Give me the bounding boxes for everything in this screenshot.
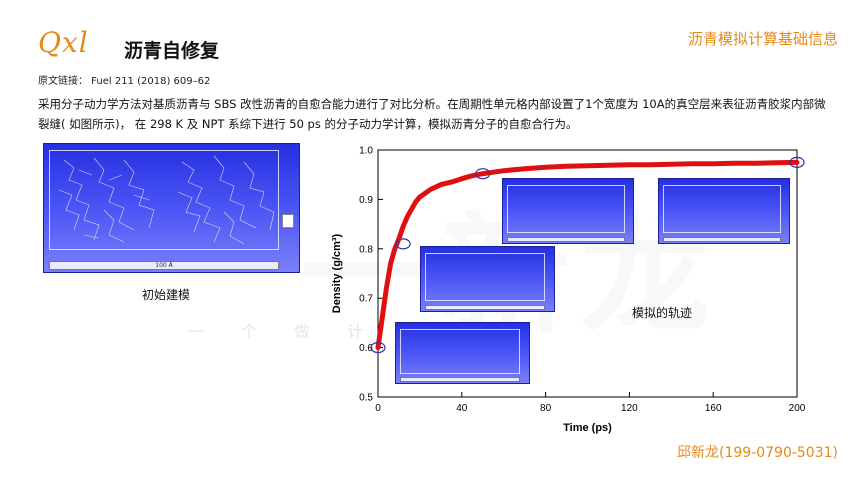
header-right-title: 沥青模拟计算基础信息 [687, 30, 838, 48]
snapshot-marker [789, 156, 805, 168]
y-tick-label: 1.0 [359, 146, 373, 157]
y-tick-label: 0.7 [359, 294, 373, 305]
trajectory-caption: 模拟的轨迹 [632, 306, 693, 320]
density-series-line [375, 159, 800, 351]
snapshot-t0 [395, 322, 530, 384]
x-tick-label: 80 [540, 403, 552, 414]
y-tick-label: 0.5 [359, 393, 373, 404]
logo-text: Qxl [38, 26, 89, 59]
axis-indicator [282, 214, 294, 228]
snapshot-marker [475, 168, 491, 180]
contact-footer: 邱新龙(199-0790-5031) [676, 445, 838, 461]
snapshot-t200 [658, 178, 790, 244]
snapshot-scale-bar [400, 377, 520, 382]
plot-frame [377, 149, 798, 398]
scale-bar-label: 100 Å [155, 262, 173, 269]
scale-bar: 100 Å [49, 261, 279, 270]
snapshot-scale-bar [663, 237, 781, 242]
molecule-cluster-left [58, 157, 155, 243]
description-paragraph: 采用分子动力学方法对基质沥青与 SBS 改性沥青的自愈合能力进行了对比分析。在周… [38, 97, 826, 131]
snapshot-scale-bar [425, 305, 545, 310]
snapshot-marker [395, 238, 411, 250]
y-axis-label: Density (g/cm³) [331, 233, 343, 313]
x-tick-label: 40 [456, 403, 468, 414]
snapshot-frame [425, 253, 545, 301]
x-axis-label: Time (ps) [563, 422, 612, 434]
x-tick-label: 200 [789, 403, 806, 414]
source-citation: 原文链接： Fuel 211 (2018) 609–62 [38, 76, 211, 87]
y-tick-label: 0.9 [359, 195, 373, 206]
y-tick-label: 0.6 [359, 343, 373, 354]
snapshot-scale-bar [507, 237, 625, 242]
snapshot-marker [370, 342, 386, 354]
x-tick-label: 0 [375, 403, 381, 414]
y-tick-label: 0.8 [359, 244, 373, 255]
initial-model-image: 100 Å [43, 143, 300, 273]
page-title: 沥青自修复 [124, 40, 220, 62]
simulation-cell-frame [49, 150, 279, 250]
snapshot-t12 [420, 246, 555, 312]
molecule-cluster-right [177, 155, 275, 245]
qxl-logo: Qxl [38, 26, 108, 62]
snapshot-frame [507, 185, 625, 233]
initial-model-caption: 初始建模 [142, 288, 191, 302]
snapshot-frame [663, 185, 781, 233]
snapshot-frame [400, 329, 520, 374]
x-tick-label: 160 [705, 403, 722, 414]
snapshot-t50 [502, 178, 634, 244]
x-tick-label: 120 [621, 403, 638, 414]
